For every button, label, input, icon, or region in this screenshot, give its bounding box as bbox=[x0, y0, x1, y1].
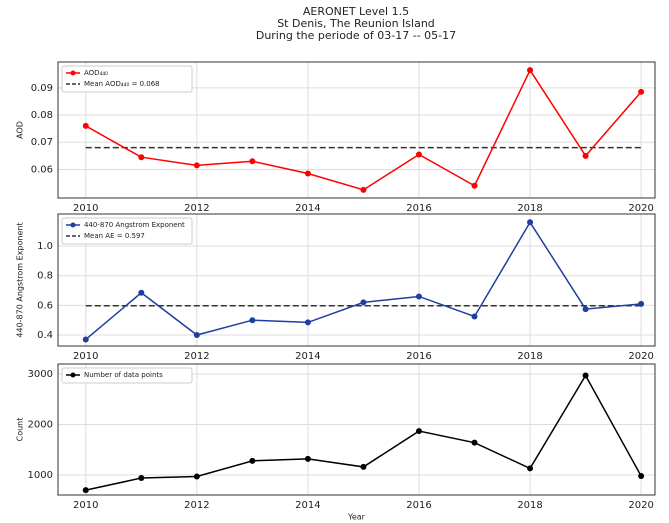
data-point bbox=[638, 300, 645, 307]
data-point bbox=[471, 313, 478, 320]
x-tick-label: 2014 bbox=[295, 203, 320, 214]
x-tick-label: 2012 bbox=[184, 500, 209, 511]
y-tick-label: 1.0 bbox=[37, 241, 53, 252]
y-tick-label: 0.07 bbox=[31, 137, 53, 148]
data-point bbox=[249, 317, 256, 324]
plot-frame bbox=[57, 363, 656, 496]
data-point bbox=[360, 186, 367, 193]
data-point bbox=[249, 457, 256, 464]
data-point bbox=[582, 152, 589, 159]
data-point bbox=[193, 332, 200, 339]
legend-box bbox=[61, 367, 193, 384]
data-point bbox=[527, 67, 534, 74]
legend-box bbox=[61, 65, 193, 93]
data-point bbox=[304, 319, 311, 326]
data-point bbox=[360, 299, 367, 306]
x-tick-label: 2018 bbox=[517, 351, 542, 362]
y-tick-label: 0.4 bbox=[37, 330, 53, 341]
x-tick-label: 2014 bbox=[295, 351, 320, 362]
x-tick-label: 2012 bbox=[184, 203, 209, 214]
legend-label: 440-870 Angstrom Exponent bbox=[84, 221, 185, 229]
data-point bbox=[82, 487, 89, 494]
y-tick-label: 3000 bbox=[28, 369, 53, 380]
y-axis-label: Count bbox=[16, 418, 25, 442]
x-tick-label: 2010 bbox=[73, 203, 98, 214]
data-point bbox=[138, 475, 145, 482]
legend-label: Mean AE = 0.597 bbox=[84, 232, 145, 240]
data-point bbox=[193, 162, 200, 169]
chart-title: AERONET Level 1.5 bbox=[303, 5, 409, 18]
legend-label: AOD₄₄₀ bbox=[84, 69, 108, 77]
x-axis-label: Year bbox=[347, 513, 366, 522]
data-point bbox=[415, 151, 422, 158]
x-tick-label: 2020 bbox=[628, 351, 653, 362]
x-tick-label: 2016 bbox=[406, 351, 431, 362]
legend-label: Number of data points bbox=[84, 371, 163, 379]
y-tick-label: 0.09 bbox=[31, 83, 53, 94]
y-tick-label: 0.08 bbox=[31, 110, 53, 121]
data-point bbox=[360, 463, 367, 470]
x-tick-label: 2018 bbox=[517, 203, 542, 214]
y-tick-label: 1000 bbox=[28, 470, 53, 481]
data-point bbox=[138, 154, 145, 161]
data-point bbox=[249, 158, 256, 165]
data-point bbox=[638, 88, 645, 95]
legend-marker bbox=[70, 372, 76, 378]
x-tick-label: 2010 bbox=[73, 500, 98, 511]
legend-box bbox=[61, 217, 193, 245]
data-point bbox=[527, 219, 534, 226]
data-point bbox=[638, 473, 645, 480]
y-tick-label: 2000 bbox=[28, 420, 53, 431]
x-tick-label: 2018 bbox=[517, 500, 542, 511]
x-tick-label: 2020 bbox=[628, 500, 653, 511]
data-point bbox=[415, 428, 422, 435]
x-tick-label: 2016 bbox=[406, 500, 431, 511]
x-tick-label: 2016 bbox=[406, 203, 431, 214]
data-point bbox=[193, 473, 200, 480]
plot-frame bbox=[57, 213, 656, 347]
data-point bbox=[471, 182, 478, 189]
chart-title: During the periode of 03-17 -- 05-17 bbox=[256, 29, 456, 42]
legend-label: Mean AOD₄₄₀ = 0.068 bbox=[84, 80, 160, 88]
data-point bbox=[527, 465, 534, 472]
data-point bbox=[582, 372, 589, 379]
y-tick-label: 0.06 bbox=[31, 164, 53, 175]
y-tick-label: 0.6 bbox=[37, 300, 53, 311]
y-axis-label: 440-870 Angstrom Exponent bbox=[16, 222, 25, 337]
y-tick-label: 0.8 bbox=[37, 271, 53, 282]
data-point bbox=[138, 289, 145, 296]
x-tick-label: 2010 bbox=[73, 351, 98, 362]
data-point bbox=[582, 306, 589, 313]
plot-frame bbox=[57, 61, 656, 199]
legend-marker bbox=[70, 222, 76, 228]
data-point bbox=[471, 439, 478, 446]
data-point bbox=[304, 455, 311, 462]
y-axis-label: AOD bbox=[16, 121, 25, 139]
data-point bbox=[415, 293, 422, 300]
data-point bbox=[82, 122, 89, 129]
data-point bbox=[82, 336, 89, 343]
legend-marker bbox=[70, 70, 76, 76]
x-tick-label: 2012 bbox=[184, 351, 209, 362]
x-tick-label: 2014 bbox=[295, 500, 320, 511]
series-line bbox=[85, 374, 642, 491]
chart-title: St Denis, The Reunion Island bbox=[277, 17, 435, 30]
data-point bbox=[304, 170, 311, 177]
x-tick-label: 2020 bbox=[628, 203, 653, 214]
